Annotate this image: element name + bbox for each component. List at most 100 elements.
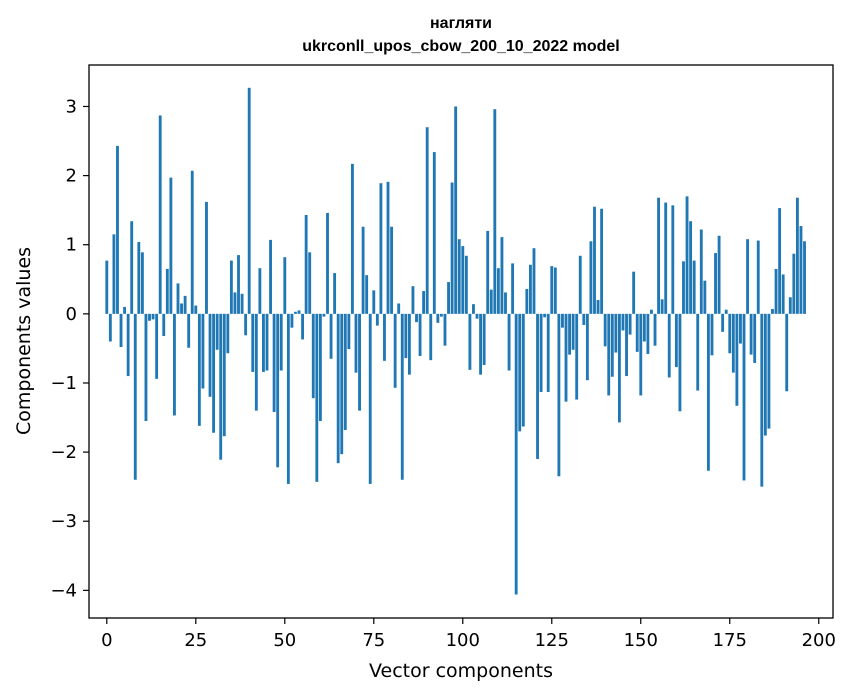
- bar: [528, 264, 532, 314]
- bar: [617, 313, 621, 423]
- bar: [610, 313, 614, 377]
- bar: [564, 313, 568, 402]
- bar: [326, 212, 329, 314]
- bar: [304, 215, 308, 314]
- bar: [799, 226, 803, 314]
- bar: [635, 313, 639, 352]
- bar: [258, 268, 262, 314]
- bar: [781, 274, 785, 314]
- bar: [575, 313, 579, 400]
- bar: [187, 313, 191, 348]
- bar: [774, 268, 778, 314]
- bar: [450, 182, 454, 314]
- bar: [664, 202, 668, 314]
- bar: [119, 313, 123, 348]
- bar: [496, 268, 500, 314]
- bar: [123, 306, 127, 314]
- bar: [237, 255, 240, 314]
- bar: [521, 313, 525, 427]
- bar: [464, 255, 468, 314]
- bar: [763, 313, 767, 436]
- bar: [600, 208, 604, 314]
- bar: [724, 309, 728, 314]
- bar: [276, 313, 280, 468]
- bar: [240, 293, 244, 314]
- bar: [294, 311, 297, 314]
- bar: [180, 303, 183, 314]
- bar: [582, 313, 586, 325]
- bar: [706, 313, 710, 471]
- bar: [105, 260, 109, 314]
- bar: [436, 313, 440, 323]
- x-tick-label: 25: [184, 630, 207, 651]
- x-tick-label: 200: [802, 630, 836, 651]
- bar: [108, 313, 112, 342]
- bar: [771, 309, 774, 314]
- bar: [233, 292, 237, 314]
- bar: [162, 313, 166, 336]
- bar: [504, 292, 507, 314]
- bar: [286, 313, 290, 484]
- bar: [739, 313, 742, 344]
- bar: [169, 177, 173, 314]
- bar: [297, 310, 301, 314]
- bar: [333, 273, 337, 314]
- x-tick-label: 50: [273, 630, 296, 651]
- bar: [112, 234, 116, 314]
- y-axis-label: Components values: [13, 247, 35, 435]
- bar: [137, 241, 141, 314]
- bar: [440, 313, 443, 317]
- bar: [375, 313, 379, 326]
- bar: [315, 313, 319, 482]
- bar: [347, 313, 351, 350]
- bar: [596, 300, 600, 314]
- bar: [201, 313, 205, 389]
- bar: [682, 261, 685, 314]
- bar: [205, 201, 208, 314]
- bar: [418, 313, 422, 357]
- bar: [650, 309, 653, 314]
- bar: [425, 127, 429, 314]
- bar: [358, 313, 361, 411]
- bar: [571, 313, 575, 350]
- bar: [208, 313, 212, 397]
- bar: [126, 313, 130, 377]
- bar: [155, 313, 159, 379]
- bar: [500, 237, 504, 314]
- bar: [550, 266, 554, 314]
- bar: [247, 87, 251, 314]
- bar: [351, 163, 354, 314]
- y-tick-label: 2: [66, 166, 77, 187]
- bar: [607, 313, 611, 396]
- bar: [767, 313, 771, 429]
- chart-title: нагляти: [430, 15, 492, 32]
- y-tick-label: −4: [50, 580, 77, 601]
- bar: [561, 313, 564, 328]
- bar: [689, 221, 693, 314]
- bar: [721, 313, 725, 332]
- bar: [386, 181, 390, 314]
- y-tick-label: 0: [66, 304, 77, 325]
- bar: [404, 313, 408, 359]
- bar: [539, 313, 543, 392]
- bar: [365, 275, 369, 314]
- bar: [546, 313, 550, 392]
- bar: [322, 313, 326, 317]
- y-tick-label: −1: [50, 373, 77, 394]
- bar: [585, 313, 589, 381]
- bar: [336, 313, 340, 464]
- bar: [379, 183, 383, 314]
- bar: [614, 313, 618, 353]
- bar: [642, 313, 646, 342]
- bar: [795, 197, 799, 314]
- bar: [760, 313, 764, 487]
- bar: [692, 260, 696, 314]
- bar: [215, 313, 219, 350]
- bar: [714, 253, 717, 314]
- bar: [674, 313, 678, 368]
- bar: [148, 313, 151, 321]
- bar: [472, 304, 475, 314]
- bar: [660, 299, 664, 314]
- x-tick-label: 0: [101, 630, 112, 651]
